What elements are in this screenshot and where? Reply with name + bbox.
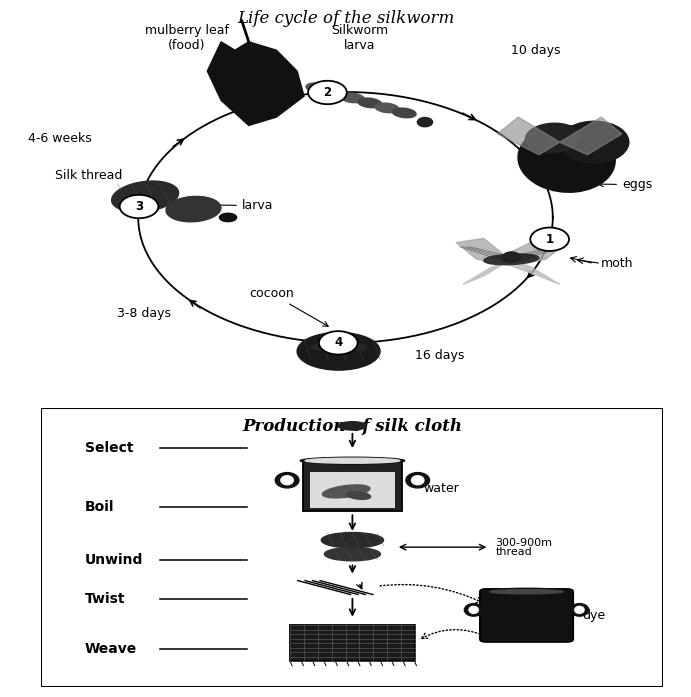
- Ellipse shape: [484, 254, 539, 265]
- FancyBboxPatch shape: [310, 472, 395, 508]
- Ellipse shape: [305, 458, 399, 464]
- Polygon shape: [504, 259, 560, 284]
- Ellipse shape: [321, 533, 384, 548]
- Text: 4-6 weeks: 4-6 weeks: [28, 132, 91, 144]
- Text: Weave: Weave: [85, 642, 138, 656]
- Circle shape: [120, 195, 158, 218]
- Ellipse shape: [275, 473, 299, 488]
- Text: eggs: eggs: [598, 178, 652, 191]
- Ellipse shape: [347, 492, 370, 499]
- Ellipse shape: [339, 422, 366, 430]
- Polygon shape: [560, 117, 622, 155]
- Ellipse shape: [300, 457, 405, 464]
- Ellipse shape: [518, 125, 615, 192]
- Ellipse shape: [502, 252, 520, 262]
- Ellipse shape: [297, 332, 380, 370]
- Ellipse shape: [469, 606, 478, 613]
- Text: larva: larva: [211, 199, 274, 212]
- Ellipse shape: [358, 98, 381, 108]
- Text: Select: Select: [85, 441, 133, 455]
- FancyBboxPatch shape: [480, 589, 574, 642]
- Text: 16 days: 16 days: [415, 349, 464, 362]
- Ellipse shape: [392, 108, 416, 118]
- Text: water: water: [424, 482, 460, 495]
- Text: cocoon: cocoon: [249, 287, 328, 326]
- Text: Production of silk cloth: Production of silk cloth: [243, 418, 462, 434]
- Ellipse shape: [312, 344, 324, 350]
- FancyBboxPatch shape: [290, 625, 415, 661]
- Ellipse shape: [281, 476, 294, 484]
- Text: Silk thread: Silk thread: [55, 169, 123, 182]
- Text: 2: 2: [323, 86, 332, 99]
- Text: thread: thread: [495, 547, 532, 557]
- Ellipse shape: [417, 118, 433, 127]
- Text: 4: 4: [334, 337, 342, 349]
- Ellipse shape: [490, 590, 563, 594]
- Ellipse shape: [464, 604, 483, 616]
- Ellipse shape: [525, 123, 580, 153]
- Ellipse shape: [323, 485, 370, 498]
- Ellipse shape: [325, 344, 338, 350]
- Ellipse shape: [483, 588, 570, 595]
- Text: Silkworm
larva: Silkworm larva: [331, 24, 388, 52]
- Ellipse shape: [112, 181, 178, 212]
- Polygon shape: [456, 238, 504, 263]
- Ellipse shape: [323, 88, 347, 98]
- Text: Life cycle of the silkworm: Life cycle of the silkworm: [237, 10, 454, 27]
- Text: Unwind: Unwind: [85, 553, 143, 567]
- Ellipse shape: [341, 93, 364, 102]
- Text: Boil: Boil: [85, 500, 115, 514]
- Text: Twist: Twist: [85, 592, 126, 606]
- Text: 1: 1: [546, 233, 553, 246]
- Ellipse shape: [219, 213, 236, 222]
- Ellipse shape: [306, 83, 330, 93]
- Ellipse shape: [166, 197, 221, 222]
- Text: dye: dye: [583, 609, 605, 622]
- Ellipse shape: [411, 476, 424, 484]
- Polygon shape: [463, 259, 511, 284]
- Text: 3-8 days: 3-8 days: [117, 307, 171, 320]
- Text: moth: moth: [601, 257, 634, 270]
- FancyBboxPatch shape: [303, 461, 402, 511]
- Text: 10 days: 10 days: [511, 44, 561, 56]
- Polygon shape: [207, 42, 304, 125]
- Text: 3: 3: [135, 200, 143, 213]
- Ellipse shape: [324, 547, 380, 561]
- Circle shape: [530, 227, 569, 251]
- Ellipse shape: [570, 604, 589, 616]
- Ellipse shape: [560, 121, 629, 163]
- Polygon shape: [498, 117, 560, 155]
- Circle shape: [319, 331, 358, 355]
- Ellipse shape: [575, 606, 584, 613]
- FancyBboxPatch shape: [41, 408, 663, 687]
- Polygon shape: [504, 238, 567, 263]
- Ellipse shape: [406, 473, 430, 488]
- Circle shape: [308, 81, 347, 104]
- Ellipse shape: [375, 103, 399, 113]
- Text: 300-900m: 300-900m: [495, 538, 552, 548]
- Ellipse shape: [339, 344, 352, 350]
- Ellipse shape: [353, 344, 366, 350]
- Text: mulberry leaf
(food): mulberry leaf (food): [144, 24, 229, 52]
